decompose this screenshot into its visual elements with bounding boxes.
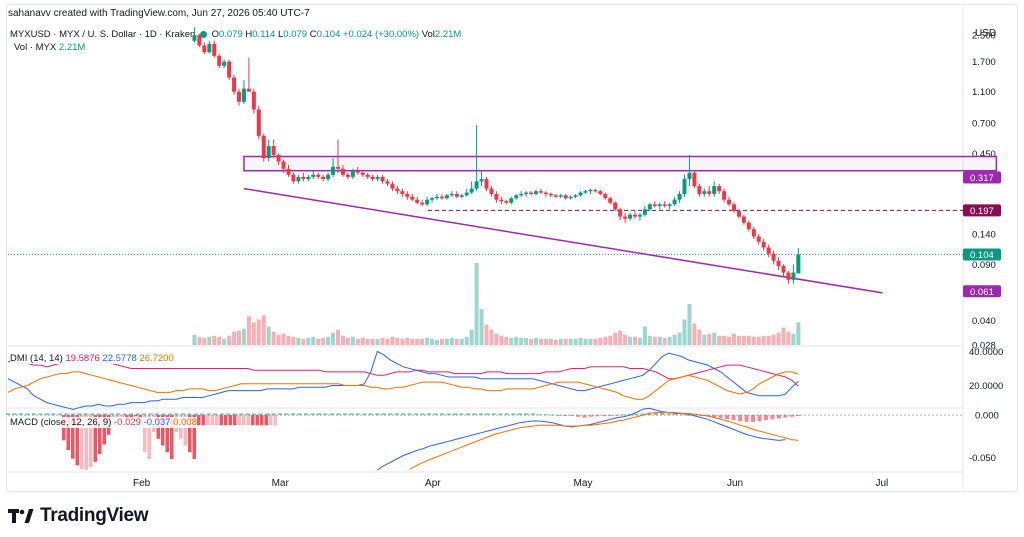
macd-hist-value: -0.029 (114, 417, 141, 428)
vol-value: 2.21M (434, 29, 462, 40)
open-label: O (211, 29, 219, 40)
credit-line: sahanavv created with TradingView.com, J… (8, 8, 310, 19)
dmi-legend: DMI (14, 14) 19.5876 22.5778 26.7200 (10, 353, 174, 364)
volume-legend-label: Vol · MYX (14, 42, 57, 53)
dmi-minus-value: 19.5876 (65, 353, 100, 364)
dmi-plus-value: 22.5778 (102, 353, 137, 364)
volume-legend-value: 2.21M (58, 42, 86, 53)
brand-name: TradingView (40, 505, 149, 526)
macd-signal-value: 0.008 (173, 417, 197, 428)
vol-label: Vol (421, 29, 435, 40)
adx-value: 26.7200 (139, 353, 174, 364)
low-value: 0.079 (283, 29, 308, 40)
market-status-dot (199, 31, 207, 38)
high-value: 0.114 (252, 29, 276, 40)
open-value: 0.079 (218, 29, 243, 40)
change-value: +0.024 (+30.00%) (343, 29, 420, 40)
chart-frame (6, 4, 1018, 492)
symbol-legend: MYXUSD · MYX / U. S. Dollar · 1D · Krake… (10, 29, 461, 40)
macd-legend: MACD (close, 12, 26, 9) -0.029 -0.037 0.… (10, 417, 197, 428)
brand-logo: TradingView (8, 504, 149, 528)
symbol-name[interactable]: MYXUSD · MYX / U. S. Dollar · 1D · Krake… (10, 29, 196, 40)
macd-title: MACD (close, 12, 26, 9) (10, 417, 112, 428)
low-label: L (277, 29, 284, 40)
macd-line-value: -0.037 (143, 417, 171, 428)
tradingview-logo-icon (8, 509, 34, 523)
close-label: C (309, 29, 317, 40)
volume-legend: Vol · MYX 2.21M (14, 42, 85, 53)
close-value: 0.104 (316, 29, 341, 40)
dmi-title: DMI (14, 14) (10, 353, 63, 364)
high-label: H (245, 29, 253, 40)
